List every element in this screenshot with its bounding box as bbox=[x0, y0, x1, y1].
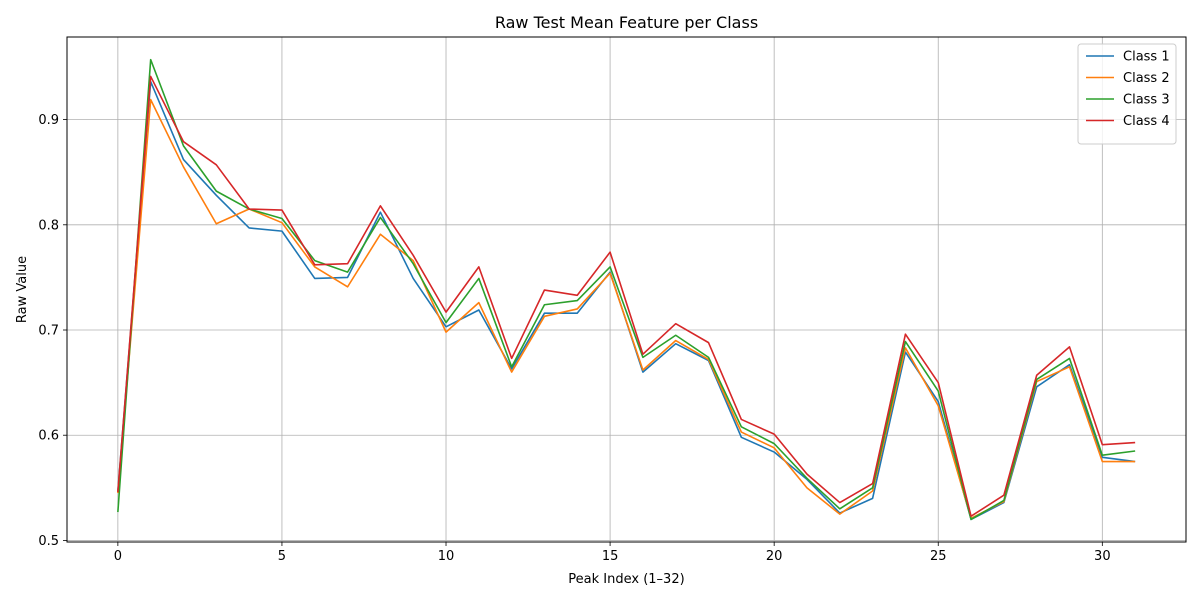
x-tick-label: 25 bbox=[930, 549, 947, 564]
x-tick-label: 0 bbox=[114, 549, 122, 564]
series-line-class-3 bbox=[117, 58, 1136, 521]
grid-lines bbox=[67, 37, 1186, 542]
y-tick-label: 0.8 bbox=[38, 218, 59, 233]
legend: Class 1 Class 2 Class 3 Class 4 bbox=[1077, 43, 1177, 145]
x-tick-label: 15 bbox=[602, 549, 619, 564]
x-tick-label: 5 bbox=[278, 549, 286, 564]
legend-label-class-2: Class 2 bbox=[1123, 71, 1170, 86]
series-lines bbox=[117, 58, 1136, 521]
plot-frame bbox=[66, 36, 1187, 543]
legend-box bbox=[1077, 43, 1177, 145]
x-tick-label: 30 bbox=[1094, 549, 1111, 564]
y-tick-label: 0.6 bbox=[38, 429, 59, 444]
x-tick-label: 10 bbox=[438, 549, 455, 564]
legend-label-class-4: Class 4 bbox=[1123, 114, 1170, 129]
legend-label-class-3: Class 3 bbox=[1123, 93, 1170, 108]
y-tick-label: 0.9 bbox=[38, 113, 59, 128]
x-tick-label: 20 bbox=[766, 549, 783, 564]
y-axis-ticks: 0.5 0.6 0.7 0.8 0.9 bbox=[38, 113, 67, 549]
series-line-class-4 bbox=[117, 75, 1136, 518]
legend-label-class-1: Class 1 bbox=[1123, 50, 1170, 65]
y-axis-label: Raw Value bbox=[15, 256, 30, 323]
y-tick-label: 0.5 bbox=[38, 534, 59, 549]
y-tick-label: 0.7 bbox=[38, 324, 59, 339]
x-axis-label: Peak Index (1–32) bbox=[568, 572, 684, 587]
chart-title: Raw Test Mean Feature per Class bbox=[495, 13, 758, 32]
x-axis-ticks: 0 5 10 15 20 25 30 bbox=[114, 542, 1111, 564]
